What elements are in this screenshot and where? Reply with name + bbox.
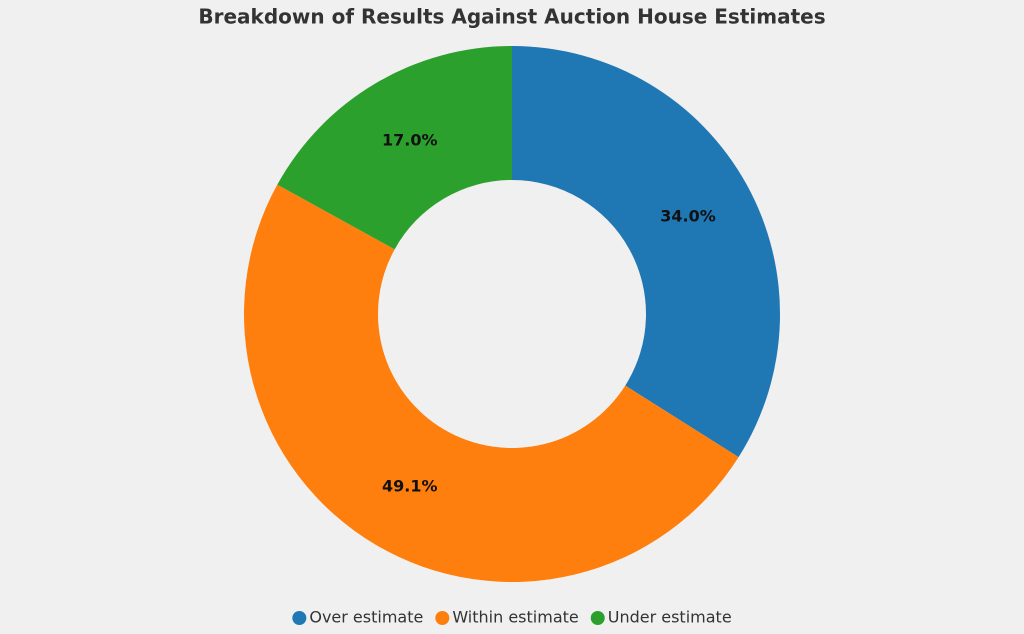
data-label: 34.0% (660, 206, 716, 225)
chart-title: Breakdown of Results Against Auction Hou… (198, 5, 825, 29)
donut-slice (244, 184, 739, 582)
donut-slice (512, 46, 780, 458)
legend: Over estimate Within estimate Under estima… (292, 608, 732, 627)
legend-marker (292, 611, 307, 625)
donut-slice (277, 46, 512, 250)
legend-label: Over estimate (309, 608, 423, 627)
legend-label: Within estimate (452, 608, 578, 627)
data-label: 49.1% (382, 477, 438, 496)
legend-label: Under estimate (608, 608, 732, 627)
legend-marker (590, 611, 605, 625)
data-label: 17.0% (382, 130, 438, 149)
legend-marker (435, 611, 450, 625)
